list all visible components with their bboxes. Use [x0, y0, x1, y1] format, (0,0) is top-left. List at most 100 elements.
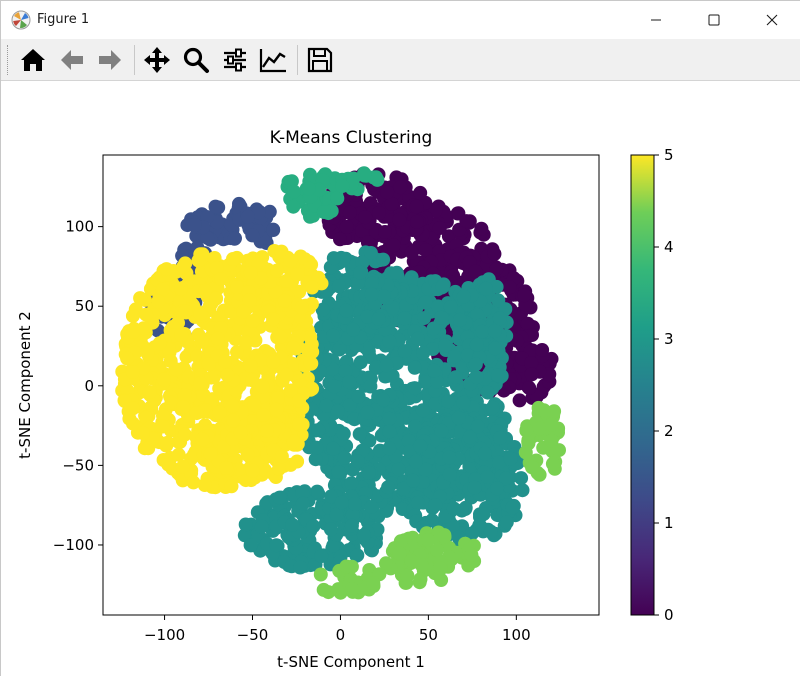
scatter-point	[272, 461, 286, 476]
scatter-point	[324, 489, 339, 504]
scatter-point	[176, 259, 191, 274]
maximize-button[interactable]	[685, 1, 743, 39]
scatter-point	[379, 358, 394, 373]
forward-button[interactable]	[93, 43, 127, 77]
scatter-point	[334, 495, 349, 510]
arrow-left-icon	[61, 50, 83, 70]
scatter-point	[525, 460, 539, 475]
subplots-button[interactable]	[218, 43, 252, 77]
scatter-point	[360, 309, 375, 324]
scatter-point	[326, 251, 341, 266]
scatter-point	[474, 221, 489, 236]
scatter-point	[319, 398, 334, 413]
scatter-point	[393, 534, 408, 549]
save-button[interactable]	[303, 43, 337, 77]
back-button[interactable]	[55, 43, 89, 77]
scatter-point	[245, 314, 260, 328]
navigation-toolbar	[1, 39, 800, 81]
scatter-point	[209, 261, 224, 275]
scatter-point	[358, 210, 373, 225]
scatter-point	[503, 451, 518, 466]
minimize-button[interactable]	[627, 1, 685, 39]
scatter-point	[204, 370, 219, 385]
scatter-point	[468, 264, 483, 279]
scatter-point	[434, 423, 449, 438]
scatter-point	[401, 433, 416, 448]
cluster-3-points	[280, 166, 385, 224]
scatter-point	[273, 329, 288, 344]
scatter-point	[371, 311, 386, 326]
zoom-button[interactable]	[179, 43, 213, 77]
scatter-point	[415, 403, 430, 418]
scatter-point	[326, 441, 341, 456]
scatter-point	[465, 526, 480, 541]
y-tick-label: 50	[75, 297, 94, 315]
scatter-point	[256, 408, 271, 422]
scatter-point	[136, 426, 150, 441]
scatter-point	[392, 212, 407, 227]
scatter-point	[469, 370, 484, 385]
scatter-point	[193, 376, 208, 391]
scatter-point	[233, 425, 248, 440]
scatter-point	[332, 279, 346, 294]
scatter-point	[442, 450, 457, 465]
scatter-point	[363, 246, 378, 260]
scatter-point	[269, 538, 284, 553]
scatter-point	[286, 434, 301, 449]
scatter-point	[243, 265, 258, 280]
scatter-point	[306, 208, 321, 223]
scatter-point	[315, 302, 330, 317]
scatter-point	[395, 502, 410, 516]
close-button[interactable]	[743, 1, 800, 39]
scatter-point	[418, 295, 433, 310]
scatter-point	[314, 549, 329, 564]
scatter-point	[432, 221, 447, 235]
scatter-point	[271, 391, 285, 405]
scatter-point	[408, 419, 422, 434]
scatter-point	[397, 344, 412, 359]
title-bar[interactable]: Figure 1	[1, 1, 800, 39]
pan-button[interactable]	[140, 43, 174, 77]
scatter-point	[483, 524, 498, 539]
scatter-point	[308, 452, 323, 467]
scatter-point	[460, 348, 475, 363]
x-axis-label: t-SNE Component 1	[277, 653, 425, 671]
scatter-point	[470, 308, 485, 322]
scatter-point	[382, 441, 397, 456]
scatter-point	[155, 419, 170, 434]
scatter-point	[514, 471, 529, 486]
scatter-point	[392, 546, 407, 561]
scatter-point	[446, 501, 461, 516]
scatter-point	[176, 400, 191, 414]
scatter-point	[125, 401, 140, 416]
scatter-point	[412, 575, 427, 590]
scatter-point	[386, 238, 401, 253]
scatter-point	[355, 443, 370, 458]
home-button[interactable]	[16, 43, 50, 77]
scatter-point	[266, 223, 281, 237]
figure-svg: K-Means Clustering −100 −50 0 50 100 −100−50…	[16, 128, 674, 671]
figure-canvas[interactable]: K-Means Clustering −100 −50 0 50 100 −100 −50…	[1, 81, 800, 676]
axes-edit-button[interactable]	[256, 43, 290, 77]
scatter-point	[363, 379, 378, 394]
scatter-point	[467, 480, 482, 495]
scatter-point	[518, 445, 533, 460]
scatter-point	[491, 293, 506, 308]
scatter-point	[344, 476, 359, 491]
scatter-point	[492, 311, 507, 326]
scatter-point	[309, 440, 324, 455]
scatter-point	[490, 481, 505, 496]
scatter-point	[224, 479, 239, 494]
scatter-point	[489, 279, 504, 294]
scatter-point	[284, 174, 299, 189]
scatter-point	[441, 394, 456, 409]
scatter-point	[544, 417, 559, 432]
scatter-point	[311, 423, 326, 438]
scatter-point	[389, 265, 404, 280]
scatter-point	[316, 205, 331, 219]
scatter-point	[428, 203, 443, 218]
scatter-point	[430, 374, 444, 389]
y-axis-ticks: −100 −50 0 50 100	[53, 218, 103, 554]
scatter-point	[251, 205, 266, 220]
